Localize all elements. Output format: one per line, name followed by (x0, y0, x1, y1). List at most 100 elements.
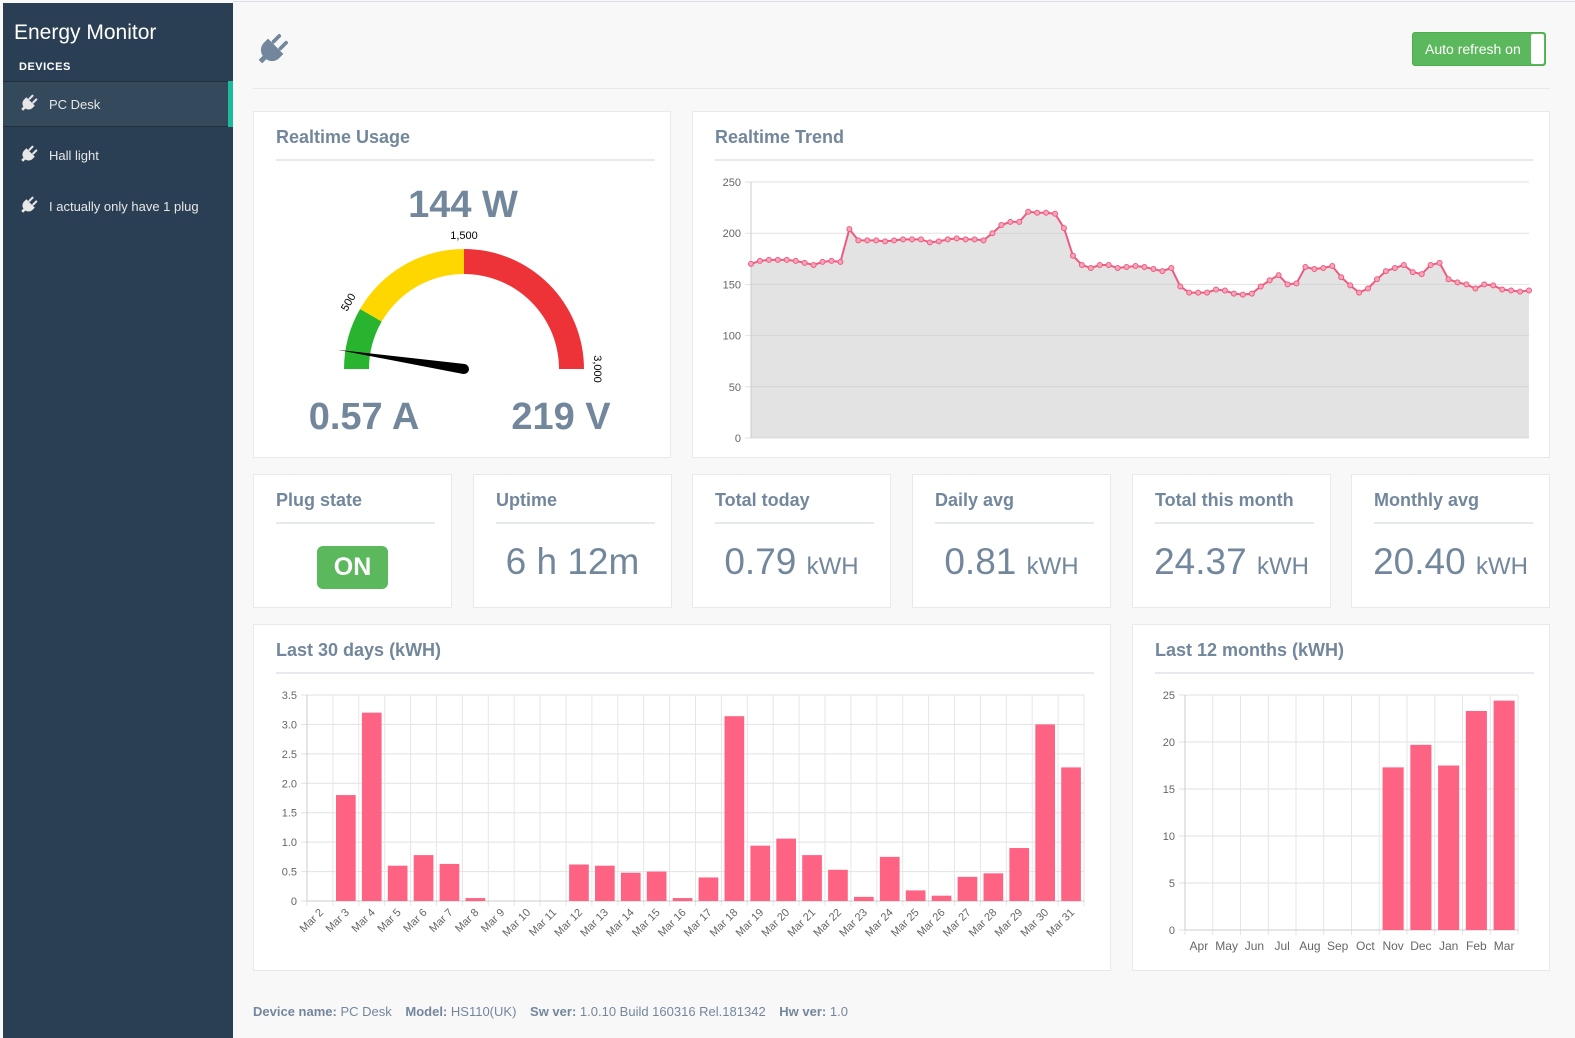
y-tick-label: 1.5 (282, 808, 297, 820)
x-tick-label: Jun (1245, 939, 1264, 953)
bar (879, 856, 900, 901)
y-tick-label: 150 (723, 279, 741, 291)
bar (672, 898, 693, 901)
uptime-panel: Uptime 6 h 12m (473, 474, 672, 608)
gauge-tick-label: 1,500 (450, 230, 478, 242)
trend-point (1409, 269, 1416, 276)
panel-title: Uptime (496, 490, 558, 510)
trend-point (1248, 290, 1255, 297)
trend-point (1177, 283, 1184, 290)
sw-version-label: Sw ver: (530, 1004, 577, 1019)
trend-point (748, 260, 754, 267)
x-tick-label: Mar 13 (578, 907, 611, 940)
trend-point (891, 237, 898, 244)
stat-number: 24.37 (1154, 541, 1247, 582)
gauge-tick-label: 500 (339, 292, 359, 314)
trend-point (1517, 288, 1524, 295)
trend-point (882, 238, 889, 245)
y-tick-label: 0 (735, 433, 741, 445)
toggle-knob (1531, 34, 1544, 64)
trend-point (1490, 282, 1497, 289)
panel-divider (496, 522, 655, 524)
sidebar: Energy Monitor DEVICES PC Desk Hall ligh… (3, 3, 233, 1038)
app-title[interactable]: Energy Monitor (14, 21, 157, 44)
monthly-avg-panel: Monthly avg 20.40 kWH (1351, 474, 1550, 608)
x-tick-label: Mar 4 (349, 907, 377, 935)
bar (336, 795, 356, 901)
auto-refresh-toggle[interactable]: Auto refresh on (1412, 32, 1546, 66)
panel-title: Last 12 months (kWH) (1155, 640, 1345, 660)
y-tick-label: 10 (1163, 831, 1175, 843)
trend-point (1141, 263, 1148, 270)
sidebar-item-hall-light[interactable]: Hall light (3, 132, 233, 178)
x-tick-label: Mar 17 (682, 907, 715, 940)
bar (957, 876, 978, 901)
bar (569, 864, 589, 901)
x-tick-label: Mar 14 (604, 907, 637, 940)
trend-point (1257, 283, 1264, 290)
trend-point (765, 256, 772, 263)
trend-point (1052, 210, 1059, 217)
trend-point (1114, 265, 1121, 272)
trend-point (1508, 287, 1515, 294)
trend-point (1347, 282, 1354, 289)
x-tick-label: Mar 27 (941, 907, 974, 940)
trend-point (1320, 265, 1327, 272)
x-tick-label: Jan (1439, 939, 1458, 953)
model-value: HS110(UK) (450, 1004, 517, 1019)
device-info-footer: Device name: PC Desk Model: HS110(UK) Sw… (253, 1004, 848, 1019)
bar (439, 863, 460, 901)
y-tick-label: 5 (1169, 878, 1175, 890)
plug-state-badge[interactable]: ON (317, 546, 388, 589)
gauge-band (360, 249, 464, 322)
x-tick-label: Mar 19 (734, 907, 767, 940)
daily-avg-panel: Daily avg 0.81 kWH (912, 474, 1111, 608)
trend-point (837, 258, 844, 265)
sidebar-item-pc-desk[interactable]: PC Desk (3, 81, 233, 127)
power-value: 144 W (408, 184, 518, 226)
x-tick-label: Mar 15 (630, 907, 663, 940)
panel-title: Realtime Trend (715, 127, 845, 147)
x-tick-label: Mar 23 (837, 907, 870, 940)
x-tick-label: Mar 16 (656, 907, 689, 940)
header-divider (253, 88, 1550, 89)
x-tick-label: Mar 26 (915, 907, 948, 940)
trend-point (1105, 261, 1112, 268)
bar (361, 712, 382, 901)
power-gauge: 500 1,500 3,000 (337, 230, 603, 383)
bar (802, 855, 822, 901)
x-tick-label: Apr (1190, 939, 1209, 953)
trend-point (1239, 291, 1246, 298)
trend-area (751, 211, 1529, 438)
trend-point (1186, 289, 1193, 296)
trend-point (1445, 276, 1452, 283)
bar (1493, 700, 1515, 930)
trend-point (1159, 268, 1166, 275)
panel-title: Total today (715, 490, 810, 510)
model-label: Model: (405, 1004, 448, 1019)
device-name-label: Device name: (253, 1004, 337, 1019)
trend-point (756, 257, 763, 264)
trend-point (926, 239, 933, 246)
stat-unit: kWH (1475, 553, 1528, 580)
x-tick-label: Mar 31 (1044, 907, 1077, 940)
y-tick-label: 2.5 (282, 749, 297, 761)
trend-point (980, 237, 987, 244)
x-tick-label: Mar (1494, 939, 1515, 953)
sidebar-item-third-plug[interactable]: I actually only have 1 plug (3, 183, 233, 229)
trend-line (750, 210, 1530, 296)
stat-unit: kWH (806, 553, 859, 580)
x-tick-label: Nov (1382, 939, 1403, 953)
trend-point (1481, 281, 1488, 288)
bar (854, 896, 874, 901)
y-tick-label: 0 (291, 896, 297, 908)
trend-point (1275, 272, 1282, 279)
trend-point (1311, 266, 1318, 273)
y-tick-label: 3.5 (282, 690, 297, 702)
current-value: 0.57 A (308, 396, 420, 438)
stat-number: 0.81 (944, 541, 1017, 582)
x-tick-label: Aug (1299, 939, 1320, 953)
panel-title: Plug state (276, 490, 363, 510)
bar (1438, 765, 1460, 930)
bar (646, 871, 667, 901)
